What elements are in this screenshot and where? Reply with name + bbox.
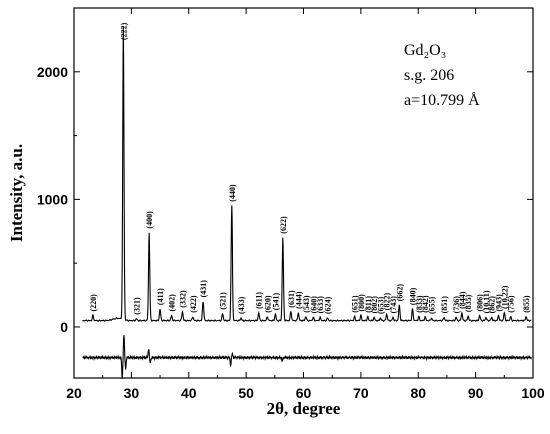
peak-label: (222)	[119, 22, 128, 40]
y-tick-label: 0	[60, 319, 68, 335]
peak-label: (835)	[464, 294, 473, 312]
compound-annotation: Gd₂O₃	[404, 42, 446, 59]
peak-label: (800)	[357, 294, 366, 312]
x-tick-label: 50	[238, 385, 254, 401]
peak-label: (400)	[145, 211, 154, 229]
peak-label: (802)	[370, 296, 379, 314]
x-tick-label: 70	[353, 385, 369, 401]
peak-label: (833)	[415, 295, 424, 313]
peak-label: (622)	[279, 216, 288, 234]
peak-label: (743)	[389, 296, 398, 314]
peak-label: (662)	[395, 284, 404, 302]
peak-label: (10,22)	[500, 285, 509, 309]
peak-label: (543)	[302, 295, 311, 313]
peak-label: (10,11)	[482, 290, 491, 313]
peak-label: (633)	[316, 296, 325, 314]
x-axis-title: 2θ, degree	[267, 399, 341, 418]
peak-label: (521)	[219, 292, 228, 310]
peak-label: (822)	[383, 293, 392, 311]
peak-label: (422)	[189, 295, 198, 313]
peak-label: (756)	[507, 295, 516, 313]
peak-label: (440)	[228, 184, 237, 202]
x-tick-label: 40	[181, 385, 197, 401]
peak-label: (640)	[309, 296, 318, 314]
x-tick-label: 90	[468, 385, 484, 401]
peak-label: (220)	[89, 294, 98, 312]
peak-label: (806)	[476, 294, 485, 312]
peak-label: (655)	[427, 296, 436, 314]
peak-label: (842)	[421, 295, 430, 313]
space-group-annotation: s.g. 206	[404, 67, 454, 84]
peak-label: (631)	[287, 290, 296, 308]
peak-label: (332)	[178, 290, 187, 308]
peak-label: (433)	[237, 296, 246, 314]
lattice-annotation: a=10.799 Å	[404, 91, 480, 109]
peak-label: (862)	[488, 296, 497, 314]
peak-label: (851)	[440, 296, 449, 314]
peak-label: (855)	[522, 295, 531, 313]
y-tick-label: 1000	[37, 191, 68, 207]
peak-label: (411)	[156, 288, 165, 305]
x-tick-label: 60	[296, 385, 312, 401]
peak-label: (943)	[495, 294, 504, 312]
peak-label: (431)	[199, 280, 208, 298]
peak-label: (620)	[263, 295, 272, 313]
peak-label: (541)	[271, 293, 280, 311]
x-tick-label: 80	[410, 385, 426, 401]
y-axis-title: Intensity, a.u.	[7, 144, 26, 242]
difference-curve-line	[82, 334, 532, 379]
observed-pattern-line	[82, 26, 532, 322]
x-tick-label: 30	[124, 385, 140, 401]
peak-label: (653)	[376, 296, 385, 314]
peak-label: (651)	[351, 295, 360, 313]
peak-label: (321)	[133, 297, 142, 315]
peak-label: (844)	[458, 291, 467, 309]
peak-label: (444)	[294, 291, 303, 309]
y-tick-label: 2000	[37, 64, 68, 80]
peak-label: (624)	[324, 296, 333, 314]
peak-label: (611)	[255, 292, 264, 309]
peak-label: (811)	[364, 296, 373, 313]
peak-label: (402)	[168, 294, 177, 312]
peak-label: (840)	[409, 287, 418, 305]
peak-label: (736)	[452, 296, 461, 314]
x-tick-label: 20	[66, 385, 82, 401]
x-tick-label: 100	[521, 385, 545, 401]
